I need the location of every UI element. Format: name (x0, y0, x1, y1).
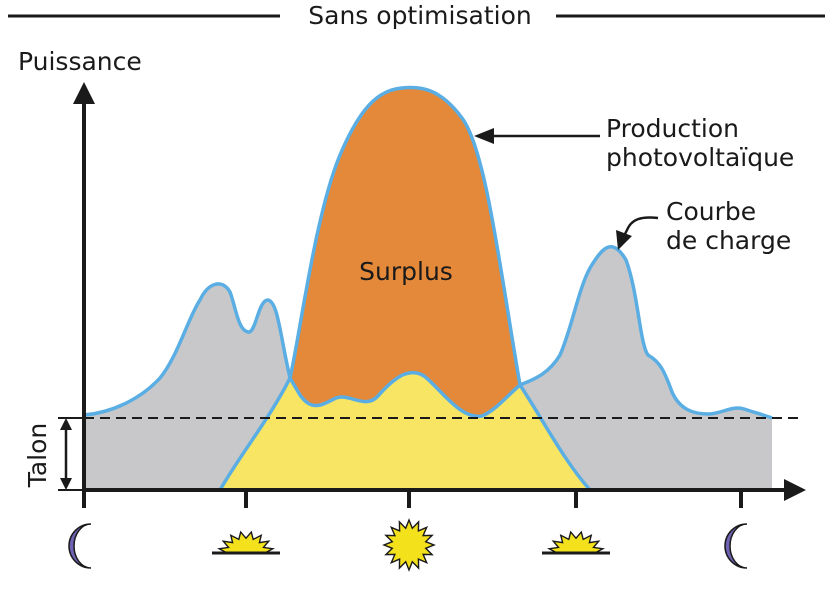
production-curve-line (218, 85, 592, 492)
load-curve-line (83, 245, 773, 420)
charge-label-line2: de charge (666, 226, 791, 255)
self-consumption-area (220, 372, 590, 490)
title-group: Sans optimisation (8, 1, 825, 30)
y-axis-label: Puissance (18, 47, 142, 76)
production-label-line2: photovoltaïque (606, 143, 794, 172)
moon-icon (724, 523, 748, 569)
moon-icon (68, 523, 92, 569)
load-area (84, 246, 772, 490)
surplus-area (290, 87, 520, 417)
talon-label: Talon (23, 423, 52, 489)
x-axis (82, 479, 806, 508)
production-label-line1: Production (606, 114, 739, 143)
sun-icon (382, 518, 436, 572)
y-axis-arrow (73, 82, 95, 104)
charge-pointer (616, 216, 659, 250)
charge-label-line1: Courbe (666, 197, 756, 226)
talon-indicator (58, 417, 84, 491)
sunset-icon (542, 530, 610, 555)
y-axis (73, 82, 95, 492)
sunrise-icon (212, 530, 280, 555)
production-pointer (474, 128, 600, 144)
diagram-title: Sans optimisation (308, 1, 531, 30)
x-axis-arrow (784, 479, 806, 501)
surplus-label: Surplus (359, 257, 453, 286)
